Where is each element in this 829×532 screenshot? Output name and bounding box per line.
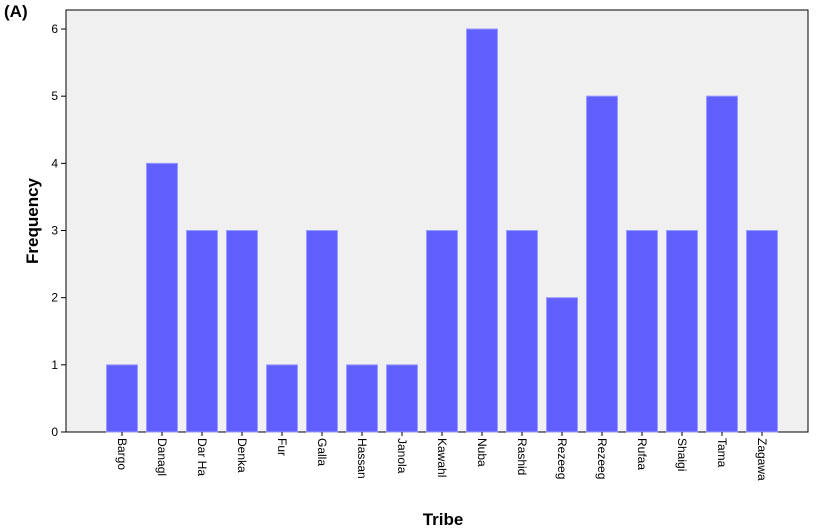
bar xyxy=(306,230,338,433)
x-tick-label: Denka xyxy=(235,438,249,473)
x-tick-label: Janola xyxy=(395,438,409,474)
x-tick-label: Nuba xyxy=(475,438,489,467)
x-tick-label: Rufaa xyxy=(635,438,649,470)
y-tick-label: 6 xyxy=(51,22,58,36)
bar xyxy=(586,95,618,433)
x-tick-label: Tama xyxy=(715,438,729,468)
bar xyxy=(706,95,738,433)
bar xyxy=(426,230,458,433)
y-tick-label: 2 xyxy=(51,291,58,305)
y-axis-title: Frequency xyxy=(23,177,42,264)
bar xyxy=(106,364,138,433)
y-axis: 0 1 2 3 4 5 6 xyxy=(51,22,66,439)
bar xyxy=(186,230,218,433)
x-tick-label: Bargo xyxy=(115,438,129,470)
x-axis-title: Tribe xyxy=(423,510,464,529)
x-tick-label: Dar Ha xyxy=(195,438,209,476)
bar xyxy=(506,230,538,433)
x-tick-label: Rezeeg xyxy=(595,438,609,479)
bar xyxy=(626,230,658,433)
x-tick-label: Danagl xyxy=(155,438,169,476)
bars-group xyxy=(106,28,778,433)
bar xyxy=(146,162,178,433)
bar xyxy=(266,364,298,433)
x-tick-label: Rezeeg xyxy=(555,438,569,479)
x-tick-label: Shaigi xyxy=(675,438,689,471)
y-tick-label: 4 xyxy=(51,156,58,170)
panel-label: (A) xyxy=(4,2,28,21)
y-tick-label: 5 xyxy=(51,89,58,103)
bar xyxy=(746,230,778,433)
y-tick-label: 3 xyxy=(51,224,58,238)
x-tick-label: Kawahl xyxy=(435,438,449,477)
bar xyxy=(226,230,258,433)
bar xyxy=(346,364,378,433)
bar xyxy=(386,364,418,433)
x-tick-label: Hassan xyxy=(355,438,369,479)
y-tick-label: 1 xyxy=(51,358,58,372)
bar xyxy=(666,230,698,433)
x-tick-label: Zagawa xyxy=(755,438,769,481)
x-tick-label: Fur xyxy=(275,438,289,456)
y-tick-label: 0 xyxy=(51,425,58,439)
x-tick-label: Rashid xyxy=(515,438,529,475)
bar xyxy=(546,297,578,433)
x-tick-label: Galla xyxy=(315,438,329,466)
x-axis: Bargo Danagl Dar Ha Denka Fur Galla Hassan Jano… xyxy=(115,432,769,481)
bar xyxy=(466,28,498,433)
